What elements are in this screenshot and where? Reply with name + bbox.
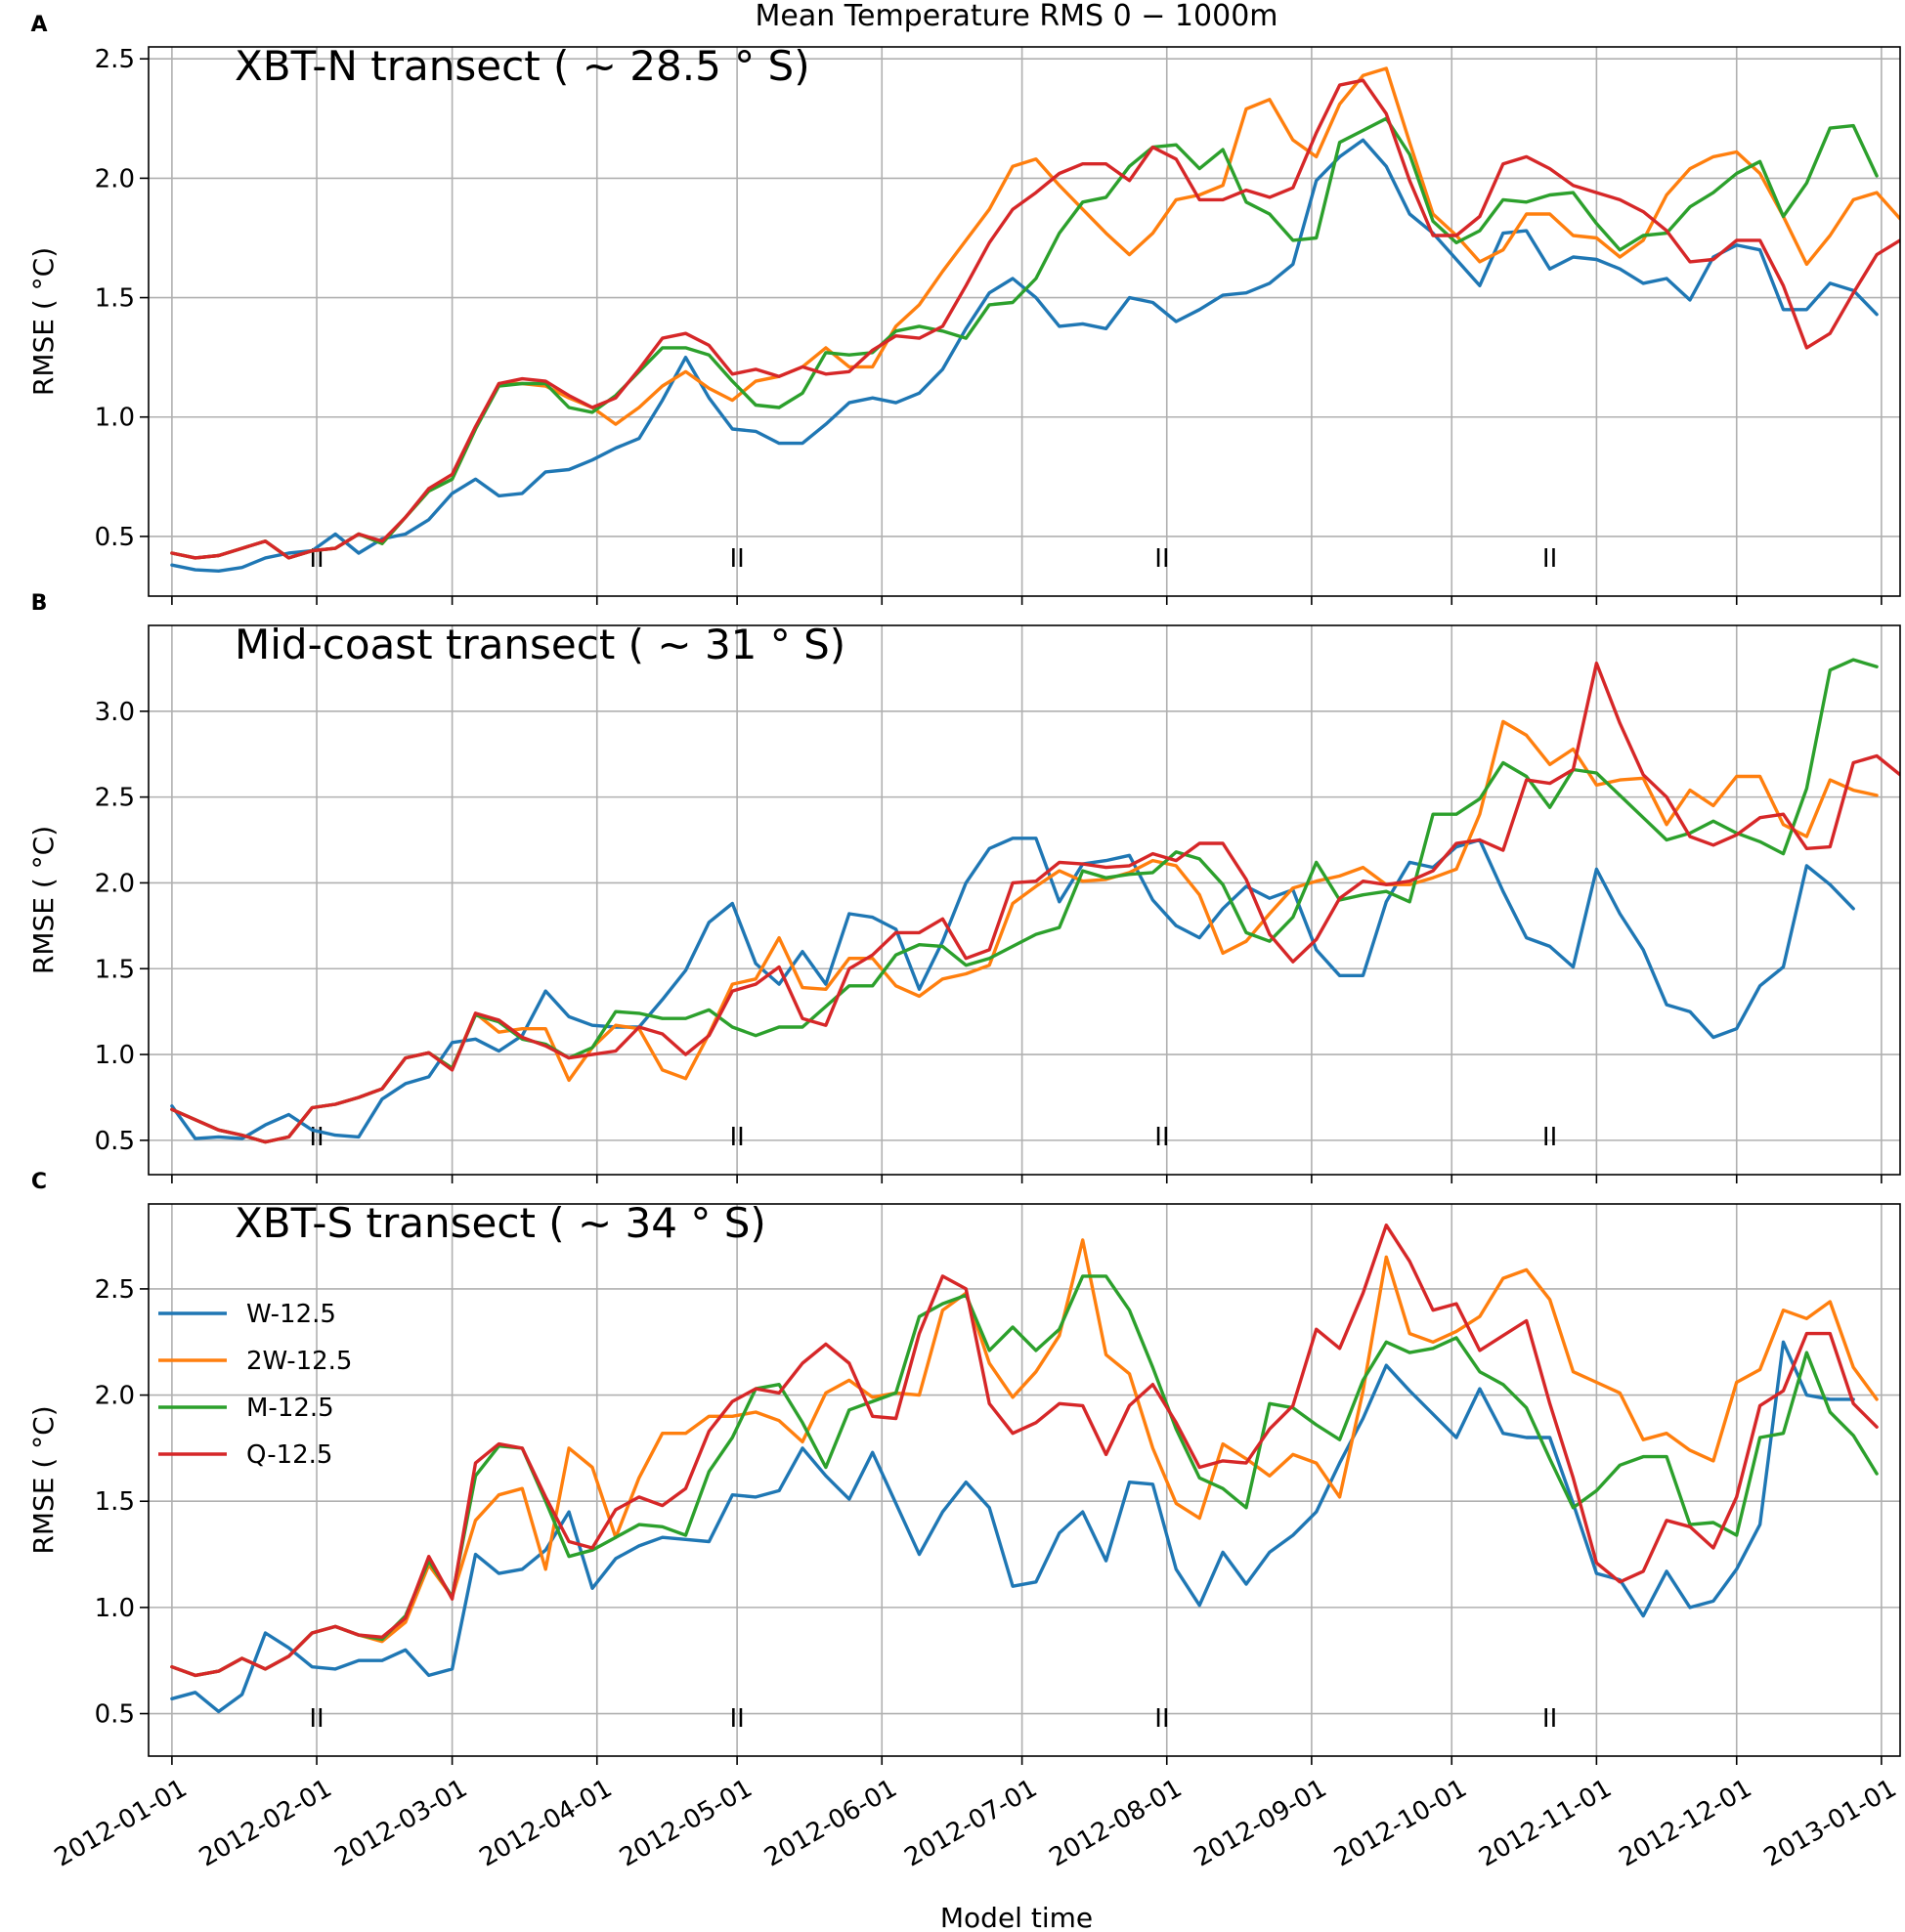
series-line-w-12.5 bbox=[170, 837, 1855, 1140]
x-tick-label: 2012-12-01 bbox=[1615, 1774, 1757, 1873]
y-tick-label: 2.0 bbox=[95, 869, 135, 898]
x-tick-label: 2012-05-01 bbox=[615, 1774, 758, 1873]
legend-label: Q-12.5 bbox=[246, 1440, 332, 1470]
series-line-m-12.5 bbox=[170, 658, 1879, 1144]
gap-marker: II bbox=[1154, 544, 1169, 574]
gap-marker: II bbox=[1542, 1704, 1557, 1734]
series-line-m-12.5 bbox=[170, 116, 1879, 560]
legend: W-12.5 2W-12.5 M-12.5 Q-12.5 bbox=[158, 1300, 352, 1470]
y-axis-label: RMSE ( °C) bbox=[27, 247, 60, 396]
x-tick-label: 2012-03-01 bbox=[329, 1774, 472, 1873]
y-tick-label: 0.5 bbox=[95, 523, 135, 552]
gap-marker: II bbox=[1154, 1123, 1169, 1152]
y-tick-label: 2.5 bbox=[95, 784, 135, 813]
panel-letter: B bbox=[31, 591, 48, 616]
x-tick-label: 2012-02-01 bbox=[195, 1774, 337, 1873]
gap-marker: II bbox=[729, 1123, 744, 1152]
gap-marker: II bbox=[729, 544, 744, 574]
y-tick-label: 2.5 bbox=[95, 1275, 135, 1305]
panel-c: C 0.5 1.0 1.5 2.0 2.5 RMSE ( °C) II II II II XBT-S … bbox=[27, 1170, 1902, 1873]
axes-frame bbox=[148, 1203, 1901, 1757]
x-tick-label: 2012-01-01 bbox=[50, 1774, 193, 1873]
y-axis-label: RMSE ( °C) bbox=[27, 826, 60, 974]
x-tick-label: 2012-04-01 bbox=[475, 1774, 618, 1873]
series-line-2w-12.5 bbox=[170, 66, 1900, 560]
y-tick-label: 1.0 bbox=[95, 404, 135, 433]
axes-frame bbox=[148, 624, 1901, 1176]
axes-frame bbox=[148, 46, 1901, 597]
panel-title: XBT-S transect ( ~ 34 ° S) bbox=[235, 1199, 766, 1247]
y-tick-label: 2.0 bbox=[95, 1382, 135, 1411]
series-line-q-12.5 bbox=[170, 78, 1900, 560]
panel-letter: A bbox=[30, 13, 47, 37]
y-tick-label: 3.0 bbox=[95, 698, 135, 727]
x-tick-label: 2012-07-01 bbox=[899, 1774, 1042, 1873]
y-tick-label: 2.5 bbox=[95, 45, 135, 74]
gap-marker: II bbox=[729, 1704, 744, 1734]
series-group bbox=[170, 658, 1900, 1144]
x-tick-label: 2012-10-01 bbox=[1329, 1774, 1472, 1873]
gap-marker: II bbox=[1154, 1704, 1169, 1734]
x-axis-label: Model time bbox=[940, 1902, 1093, 1932]
y-axis-label: RMSE ( °C) bbox=[27, 1405, 60, 1554]
series-group bbox=[170, 66, 1900, 573]
y-tick-label: 1.0 bbox=[95, 1041, 135, 1070]
series-line-m-12.5 bbox=[170, 1274, 1879, 1678]
y-tick-label: 1.5 bbox=[95, 284, 135, 314]
series-line-2w-12.5 bbox=[170, 1238, 1879, 1678]
panel-title: Mid-coast transect ( ~ 31 ° S) bbox=[235, 621, 845, 668]
y-tick-label: 2.0 bbox=[95, 164, 135, 193]
series-line-w-12.5 bbox=[170, 138, 1879, 573]
panel-b: B 0.5 1.0 1.5 2.0 2.5 3.0 RMSE ( °C) II II II II Mid… bbox=[27, 591, 1901, 1183]
y-tick-label: 0.5 bbox=[95, 1127, 135, 1156]
legend-label: W-12.5 bbox=[246, 1300, 336, 1329]
x-tick-label: 2012-11-01 bbox=[1474, 1774, 1617, 1873]
panels: A 0.5 1.0 1.5 2.0 2.5 RMSE ( °C) II II II II XBT-N … bbox=[27, 13, 1902, 1873]
y-tick-label: 1.5 bbox=[95, 955, 135, 984]
panel-letter: C bbox=[31, 1170, 47, 1194]
gap-marker: II bbox=[309, 1704, 324, 1734]
series-line-2w-12.5 bbox=[170, 719, 1879, 1144]
x-tick-label: 2012-08-01 bbox=[1045, 1774, 1188, 1873]
gap-marker: II bbox=[309, 1123, 324, 1152]
series-group bbox=[170, 1223, 1879, 1714]
panel-title: XBT-N transect ( ~ 28.5 ° S) bbox=[235, 42, 810, 90]
x-tick-label: 2012-09-01 bbox=[1190, 1774, 1332, 1873]
gap-marker: II bbox=[1542, 544, 1557, 574]
y-tick-label: 1.0 bbox=[95, 1594, 135, 1623]
legend-label: M-12.5 bbox=[246, 1394, 334, 1423]
gap-marker: II bbox=[1542, 1123, 1557, 1152]
series-line-w-12.5 bbox=[170, 1340, 1855, 1714]
series-line-q-12.5 bbox=[170, 661, 1900, 1144]
y-tick-label: 0.5 bbox=[95, 1700, 135, 1730]
y-tick-label: 1.5 bbox=[95, 1487, 135, 1517]
x-tick-label: 2012-06-01 bbox=[759, 1774, 902, 1873]
series-line-q-12.5 bbox=[170, 1223, 1879, 1678]
x-tick-label: 2013-01-01 bbox=[1759, 1774, 1902, 1873]
legend-label: 2W-12.5 bbox=[246, 1347, 352, 1376]
figure-title: Mean Temperature RMS 0 − 1000m bbox=[755, 0, 1277, 33]
